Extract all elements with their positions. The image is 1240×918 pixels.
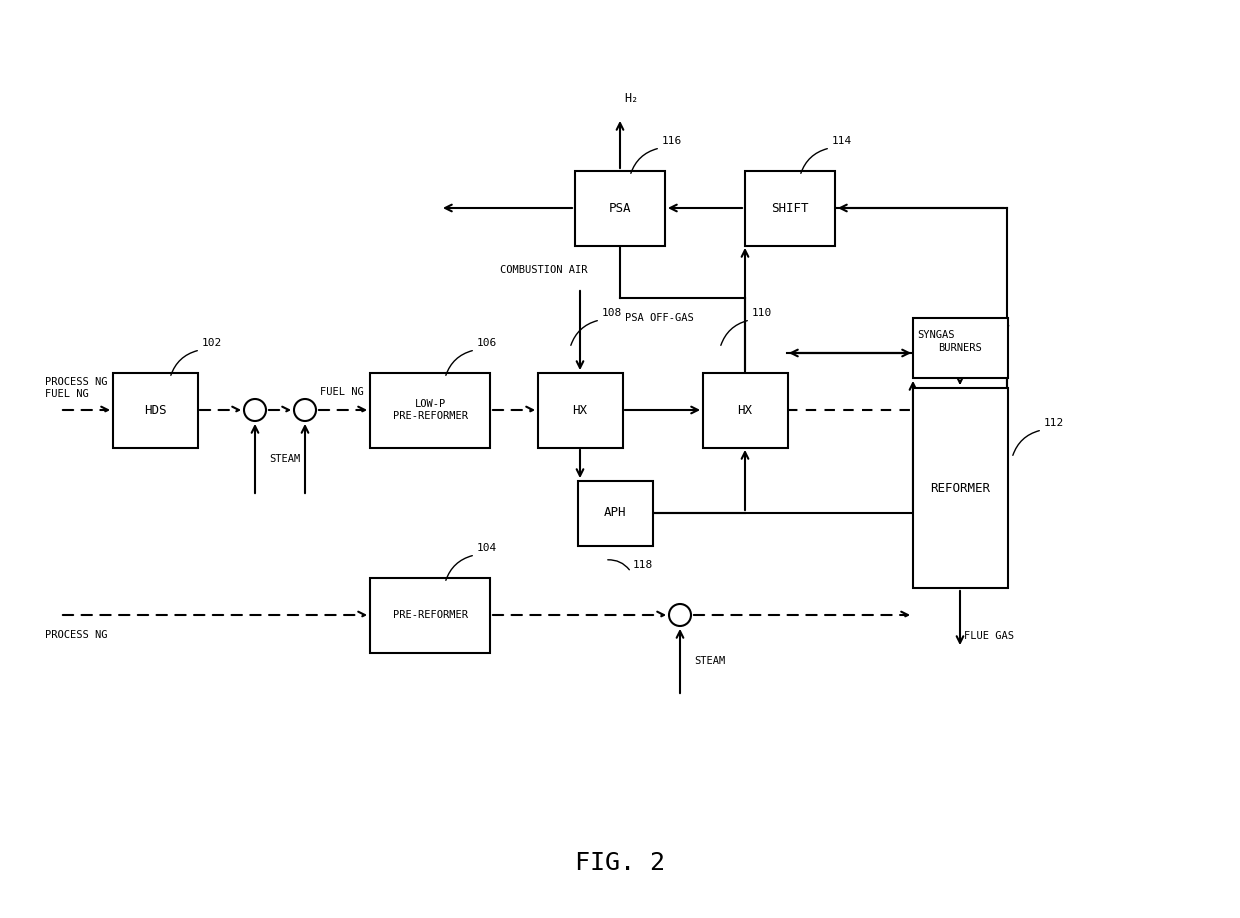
Bar <box>575 171 665 245</box>
Text: FLUE GAS: FLUE GAS <box>963 631 1014 641</box>
Text: STEAM: STEAM <box>694 656 725 666</box>
Text: REFORMER: REFORMER <box>930 482 990 495</box>
Text: PRE-REFORMER: PRE-REFORMER <box>393 610 467 620</box>
Text: 102: 102 <box>202 338 222 348</box>
Text: H₂: H₂ <box>624 92 639 105</box>
Text: PSA OFF-GAS: PSA OFF-GAS <box>625 313 693 323</box>
Text: BURNERS: BURNERS <box>939 343 982 353</box>
Text: 110: 110 <box>751 308 773 318</box>
Text: STEAM: STEAM <box>269 454 300 464</box>
Text: 104: 104 <box>477 543 497 553</box>
Text: PROCESS NG
FUEL NG: PROCESS NG FUEL NG <box>45 377 108 398</box>
Text: SYNGAS: SYNGAS <box>918 330 955 340</box>
Text: HDS: HDS <box>144 404 166 417</box>
Bar <box>578 480 652 545</box>
Text: COMBUSTION AIR: COMBUSTION AIR <box>500 265 588 275</box>
Text: FUEL NG: FUEL NG <box>320 387 363 397</box>
Text: HX: HX <box>738 404 753 417</box>
Bar <box>370 577 490 653</box>
Bar <box>913 318 1007 378</box>
Text: 116: 116 <box>662 136 682 146</box>
Text: 108: 108 <box>601 308 622 318</box>
Text: APH: APH <box>604 507 626 520</box>
Text: 112: 112 <box>1044 418 1064 428</box>
Bar <box>537 373 622 447</box>
Text: FIG. 2: FIG. 2 <box>575 851 665 875</box>
Text: 106: 106 <box>477 338 497 348</box>
Text: HX: HX <box>573 404 588 417</box>
Bar <box>370 373 490 447</box>
Text: PROCESS NG: PROCESS NG <box>45 630 108 640</box>
Text: 118: 118 <box>632 560 653 570</box>
Text: 114: 114 <box>832 136 852 146</box>
Text: SHIFT: SHIFT <box>771 201 808 215</box>
Bar <box>113 373 197 447</box>
Text: PSA: PSA <box>609 201 631 215</box>
Bar <box>745 171 835 245</box>
Text: LOW-P
PRE-REFORMER: LOW-P PRE-REFORMER <box>393 398 467 421</box>
Bar <box>703 373 787 447</box>
Bar <box>913 388 1007 588</box>
